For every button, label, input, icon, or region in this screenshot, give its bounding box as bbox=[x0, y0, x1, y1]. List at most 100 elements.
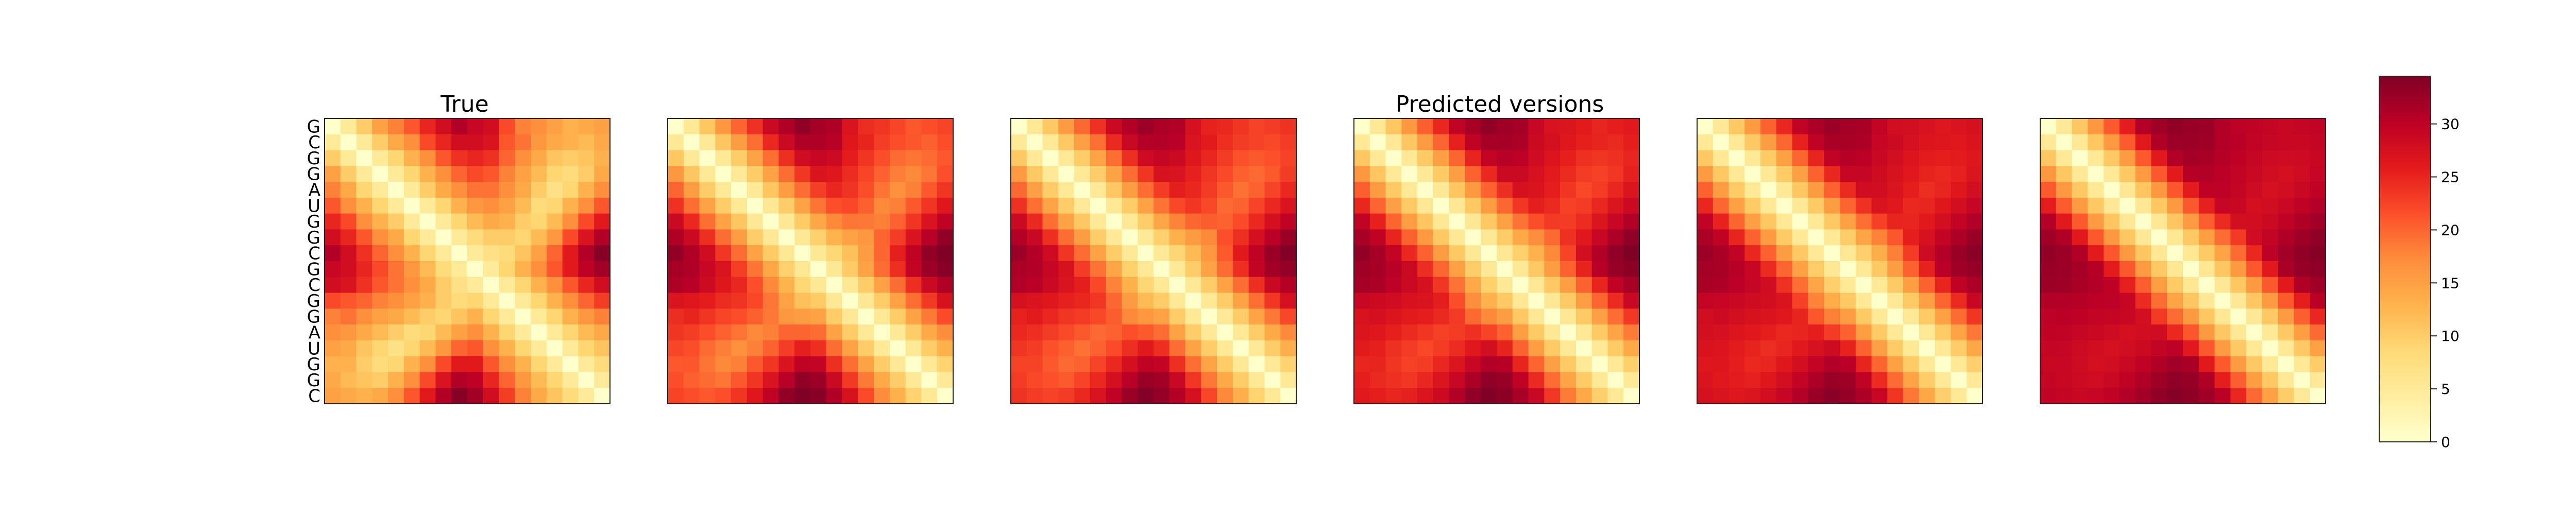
heatmap-predicted-3 bbox=[1353, 118, 1640, 404]
heatmap-cell bbox=[1544, 308, 1561, 325]
heatmap-cell bbox=[794, 340, 811, 357]
heatmap-cell bbox=[1808, 229, 1824, 246]
heatmap-cell bbox=[1887, 277, 1904, 294]
heatmap-cell bbox=[1744, 277, 1761, 294]
heatmap-cell bbox=[1248, 197, 1265, 214]
heatmap-cell bbox=[1280, 182, 1297, 198]
heatmap-cell bbox=[562, 134, 579, 151]
heatmap-cell bbox=[905, 166, 922, 182]
heatmap-cell bbox=[1264, 293, 1281, 309]
heatmap-cell bbox=[1607, 245, 1624, 262]
heatmap-cell bbox=[2214, 356, 2231, 373]
heatmap-cell bbox=[1248, 308, 1265, 325]
heatmap-cell bbox=[1201, 182, 1217, 198]
heatmap-cell bbox=[1824, 261, 1840, 278]
heatmap-cell bbox=[921, 293, 938, 309]
heatmap-cell bbox=[1935, 134, 1952, 151]
heatmap-cell bbox=[921, 197, 938, 214]
heatmap-cell bbox=[1264, 356, 1281, 373]
sequence-label: C bbox=[308, 244, 320, 264]
heatmap-cell bbox=[1011, 166, 1027, 182]
heatmap-cell bbox=[1433, 213, 1450, 230]
heatmap-cell bbox=[1591, 166, 1608, 182]
heatmap-cell bbox=[1481, 197, 1497, 214]
heatmap-cell bbox=[874, 245, 890, 262]
heatmap-cell bbox=[2310, 134, 2326, 151]
heatmap-cell bbox=[435, 134, 452, 151]
heatmap-cell bbox=[1433, 277, 1450, 294]
heatmap-cell bbox=[2151, 308, 2167, 325]
heatmap-cell bbox=[1280, 388, 1297, 404]
heatmap-cell bbox=[451, 356, 468, 373]
heatmap-cell bbox=[1887, 134, 1904, 151]
heatmap-cell bbox=[778, 293, 795, 309]
heatmap-cell bbox=[1185, 182, 1201, 198]
heatmap-cell bbox=[1026, 134, 1043, 151]
heatmap-cell bbox=[921, 134, 938, 151]
heatmap-cell bbox=[699, 324, 716, 341]
heatmap-cell bbox=[810, 118, 827, 135]
heatmap-cell bbox=[683, 372, 700, 388]
heatmap-cell bbox=[778, 245, 795, 262]
heatmap-cell bbox=[1058, 261, 1075, 278]
heatmap-cell bbox=[2056, 308, 2073, 325]
heatmap-cell bbox=[1264, 388, 1281, 404]
heatmap-cell bbox=[403, 245, 420, 262]
heatmap-cell bbox=[1058, 213, 1075, 230]
heatmap-cell bbox=[731, 388, 748, 404]
heatmap-cell bbox=[1465, 150, 1481, 166]
heatmap-cell bbox=[2119, 134, 2136, 151]
heatmap-cell bbox=[1090, 197, 1107, 214]
heatmap-cell bbox=[762, 213, 779, 230]
heatmap-cell bbox=[1417, 293, 1434, 309]
heatmap-cell bbox=[1697, 261, 1714, 278]
heatmap-cell bbox=[794, 261, 811, 278]
heatmap-cell bbox=[1354, 340, 1370, 357]
heatmap-cell bbox=[1280, 118, 1297, 135]
heatmap-cell bbox=[562, 324, 579, 341]
heatmap-cell bbox=[1465, 293, 1481, 309]
heatmap-cell bbox=[594, 134, 611, 151]
heatmap-cell bbox=[1042, 340, 1059, 357]
heatmap-cell bbox=[699, 308, 716, 325]
heatmap-cell bbox=[1697, 213, 1714, 230]
heatmap-cell bbox=[2294, 213, 2310, 230]
heatmap-cell bbox=[2135, 229, 2152, 246]
heatmap-cell bbox=[1369, 118, 1386, 135]
heatmap-cell bbox=[467, 245, 484, 262]
heatmap-cell bbox=[1465, 182, 1481, 198]
heatmap-cell bbox=[1560, 356, 1577, 373]
heatmap-cell bbox=[419, 150, 436, 166]
heatmap-cell bbox=[1544, 277, 1561, 294]
heatmap-cell bbox=[778, 261, 795, 278]
heatmap-cell bbox=[794, 293, 811, 309]
heatmap-cell bbox=[403, 324, 420, 341]
heatmap-cell bbox=[1528, 229, 1545, 246]
heatmap-cell bbox=[826, 340, 843, 357]
heatmap-cell bbox=[1481, 340, 1497, 357]
heatmap-cell bbox=[1011, 324, 1027, 341]
heatmap-cell bbox=[546, 134, 563, 151]
heatmap-cell bbox=[2262, 324, 2279, 341]
heatmap-cell bbox=[372, 340, 388, 357]
heatmap-cell bbox=[1185, 229, 1201, 246]
heatmap-cell bbox=[499, 324, 515, 341]
heatmap-cell bbox=[842, 372, 858, 388]
heatmap-cell bbox=[2198, 388, 2215, 404]
heatmap-cell bbox=[1871, 150, 1888, 166]
heatmap-cell bbox=[435, 324, 452, 341]
heatmap-cell bbox=[1544, 324, 1561, 341]
heatmap-cell bbox=[747, 308, 764, 325]
heatmap-cell bbox=[1042, 229, 1059, 246]
heatmap-cell bbox=[1697, 340, 1714, 357]
heatmap-cell bbox=[1106, 356, 1123, 373]
heatmap-cell bbox=[699, 134, 716, 151]
heatmap-cell bbox=[435, 245, 452, 262]
heatmap-cell bbox=[2056, 150, 2073, 166]
heatmap-cell bbox=[1122, 356, 1138, 373]
heatmap-cell bbox=[340, 293, 357, 309]
heatmap-cell bbox=[546, 372, 563, 388]
heatmap-cell bbox=[1512, 261, 1529, 278]
heatmap-cell bbox=[2104, 150, 2120, 166]
